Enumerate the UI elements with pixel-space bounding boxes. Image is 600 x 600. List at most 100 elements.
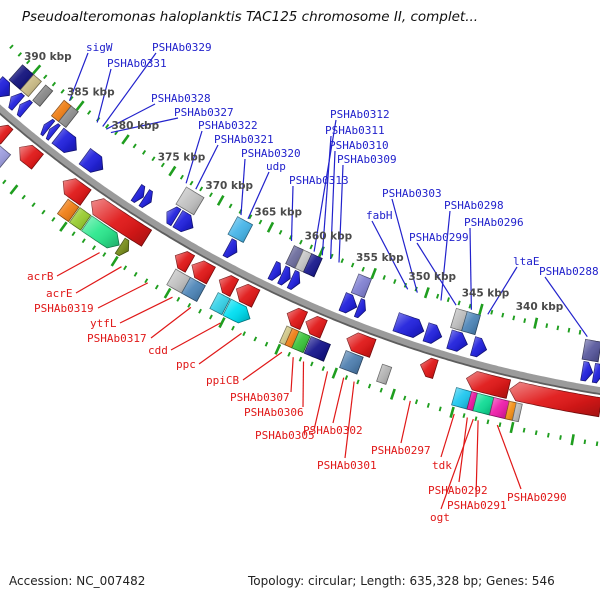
- gene-arrow[interactable]: [0, 76, 11, 98]
- ruler-tick-minor: [468, 303, 472, 309]
- ruler-tick-major: [478, 303, 484, 315]
- gene-label[interactable]: PSHAb0306: [244, 406, 304, 419]
- gene-arrow[interactable]: [267, 260, 282, 281]
- ruler-tick-minor: [21, 194, 26, 200]
- gene-arrow[interactable]: [305, 315, 328, 339]
- ruler-tick-major: [168, 165, 177, 177]
- ruler-tick-minor: [403, 395, 407, 401]
- gene-label[interactable]: PSHAb0290: [507, 491, 567, 504]
- gene-arrow[interactable]: [19, 144, 44, 170]
- ruler-tick-minor: [298, 356, 303, 362]
- gene-arrow[interactable]: [0, 124, 14, 145]
- gene-label[interactable]: PSHAb0320: [241, 147, 301, 160]
- gene-label[interactable]: PSHAb0327: [174, 106, 234, 119]
- gene-label[interactable]: PSHAb0298: [444, 199, 504, 212]
- gene-label[interactable]: PSHAb0309: [337, 153, 397, 166]
- gene-arrow[interactable]: [470, 336, 488, 358]
- ruler-tick-minor: [102, 252, 107, 257]
- gene-arrow[interactable]: [16, 99, 33, 118]
- gene-arrow[interactable]: [0, 145, 12, 169]
- gene-label[interactable]: tdk: [432, 459, 452, 472]
- gene-arrow[interactable]: [581, 338, 600, 363]
- ruler-tick-minor: [498, 422, 502, 428]
- ruler-tick-major: [423, 287, 430, 299]
- gene-label[interactable]: PSHAb0292: [428, 484, 488, 497]
- gene-arrow[interactable]: [51, 127, 77, 154]
- gene-label[interactable]: PSHAb0288: [539, 265, 599, 278]
- gene-label[interactable]: PSHAb0301: [317, 459, 377, 472]
- gene-arrow[interactable]: [286, 307, 309, 331]
- gene-label[interactable]: PSHAb0310: [329, 139, 389, 152]
- ruler-tick-minor: [228, 203, 233, 209]
- gene-label[interactable]: PSHAb0321: [214, 133, 274, 146]
- ruler-tick-minor: [321, 366, 325, 372]
- gene-arrow[interactable]: [580, 361, 594, 382]
- gene-arrow[interactable]: [446, 329, 468, 352]
- gene-label[interactable]: PSHAb0313: [289, 174, 349, 187]
- ruler-tick-minor: [287, 351, 291, 357]
- gene-label[interactable]: PSHAb0322: [198, 119, 258, 132]
- gene-label[interactable]: PSHAb0305: [255, 429, 315, 442]
- ruler-tick-minor: [91, 245, 96, 251]
- gene-label[interactable]: fabH: [366, 209, 393, 222]
- gene-label[interactable]: sigW: [86, 41, 113, 54]
- gene-label[interactable]: PSHAb0303: [382, 187, 442, 200]
- gene-label[interactable]: PSHAb0328: [151, 92, 211, 105]
- gene-arrow[interactable]: [350, 273, 373, 299]
- gene-arrow[interactable]: [392, 312, 425, 339]
- backbone-arc: [0, 104, 600, 395]
- gene-arrow[interactable]: [227, 216, 254, 244]
- gene-label[interactable]: PSHAb0299: [409, 231, 469, 244]
- ruler-tick-minor: [486, 419, 490, 425]
- kbp-label: 350 kbp: [408, 271, 456, 283]
- ruler-tick-minor: [367, 383, 372, 389]
- gene-label[interactable]: PSHAb0329: [152, 41, 212, 54]
- label-leader-line: [313, 119, 337, 252]
- kbp-label: 390 kbp: [24, 51, 72, 63]
- gene-label[interactable]: ytfL: [90, 317, 117, 330]
- gene-label[interactable]: ppiCB: [206, 374, 239, 387]
- gene-arrow[interactable]: [338, 292, 358, 314]
- gene-label[interactable]: udp: [266, 160, 286, 173]
- ruler-tick-minor: [474, 416, 478, 422]
- kbp-label: 355 kbp: [356, 252, 404, 264]
- gene-arrow[interactable]: [376, 363, 393, 385]
- ruler-tick-minor: [198, 308, 202, 314]
- ruler-tick-minor: [189, 180, 194, 186]
- ruler-tick-minor: [142, 149, 147, 155]
- gene-label[interactable]: ltaE: [513, 255, 540, 268]
- gene-label[interactable]: PSHAb0312: [330, 108, 390, 121]
- gene-label[interactable]: ppc: [176, 358, 196, 371]
- ruler-tick-minor: [154, 284, 159, 290]
- gene-label[interactable]: PSHAb0302: [303, 424, 363, 437]
- gene-arrow[interactable]: [222, 238, 238, 259]
- label-leader-line: [321, 135, 332, 256]
- ruler-tick-minor: [242, 331, 246, 337]
- gene-arrow[interactable]: [78, 148, 104, 173]
- gene-label[interactable]: PSHAb0297: [371, 444, 431, 457]
- gene-arrow[interactable]: [422, 322, 443, 344]
- ruler-tick-major: [163, 287, 172, 299]
- gene-label[interactable]: PSHAb0311: [325, 124, 385, 137]
- gene-arrow[interactable]: [591, 363, 600, 384]
- label-leader-line: [544, 276, 588, 338]
- ruler-tick-minor: [309, 244, 313, 250]
- ruler-tick-minor: [179, 174, 184, 180]
- gene-label[interactable]: PSHAb0307: [230, 391, 290, 404]
- gene-label[interactable]: PSHAb0331: [107, 57, 167, 70]
- gene-label[interactable]: PSHAb0291: [447, 499, 507, 512]
- gene-label[interactable]: PSHAb0319: [34, 302, 94, 315]
- gene-label[interactable]: cdd: [148, 344, 168, 357]
- gene-label[interactable]: PSHAb0317: [87, 332, 147, 345]
- gene-label[interactable]: acrB: [27, 270, 54, 283]
- gene-label[interactable]: acrE: [46, 287, 73, 300]
- gene-arrow[interactable]: [353, 298, 366, 319]
- gene-label[interactable]: PSHAb0296: [464, 216, 524, 229]
- gene-arrow[interactable]: [174, 251, 196, 273]
- ruler-tick-minor: [393, 279, 397, 284]
- gene-arrow[interactable]: [419, 357, 439, 379]
- gene-arrow[interactable]: [218, 275, 240, 297]
- ruler-tick-minor: [344, 375, 349, 381]
- gene-label[interactable]: ogt: [430, 511, 450, 524]
